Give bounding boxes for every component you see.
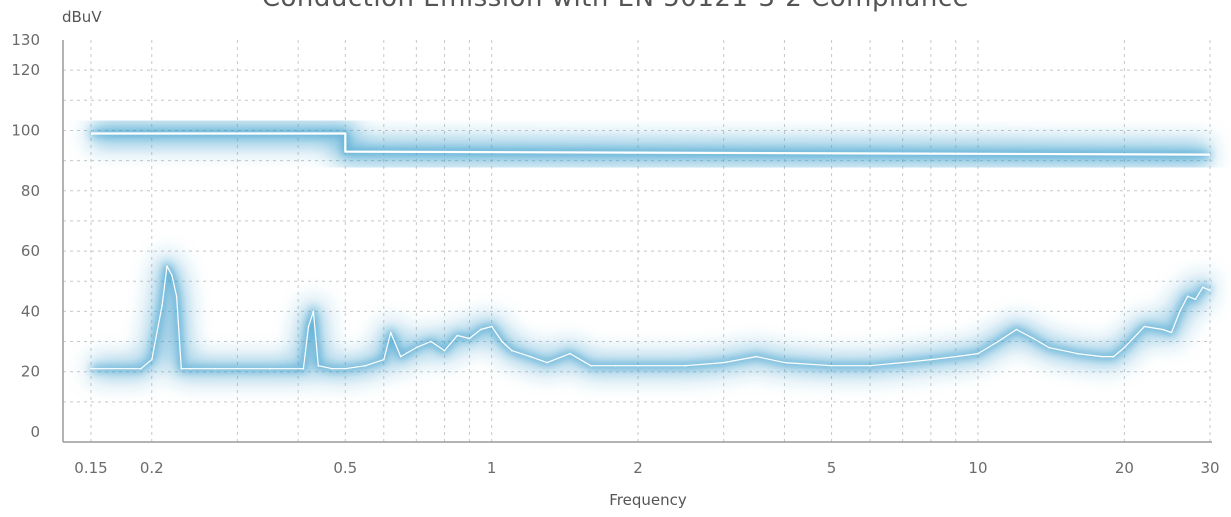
x-axis-label: Frequency	[609, 491, 687, 509]
measured-point	[997, 340, 999, 343]
measured-point	[383, 358, 385, 361]
measured-point	[1143, 325, 1146, 328]
limit-line	[91, 132, 1211, 156]
measured-point	[1112, 355, 1115, 358]
measured-point	[1123, 346, 1126, 349]
measured-point	[166, 265, 168, 268]
x-tick-label: 10	[968, 459, 987, 477]
measured-point	[954, 355, 957, 358]
measured-point	[490, 325, 493, 328]
x-tick-labels: 0.15 0.2 0.5 1 2 5 10 20 30	[74, 459, 1219, 477]
measured-point	[214, 367, 216, 370]
y-tick-label: 120	[11, 61, 40, 79]
measured-point	[151, 358, 153, 361]
measured-point	[90, 367, 92, 370]
measured-point	[529, 355, 531, 358]
measured-point	[443, 349, 446, 352]
measured-point	[331, 367, 334, 370]
measured-point	[312, 310, 315, 313]
y-tick-label: 100	[11, 121, 40, 139]
measured-point	[344, 367, 347, 370]
measured-point	[317, 364, 320, 367]
measured-point	[307, 325, 310, 328]
x-tick-label: 1	[487, 459, 497, 477]
measured-point	[180, 367, 183, 370]
measured-point	[830, 364, 833, 367]
y-axis-label: dBuV	[62, 8, 102, 26]
y-tick-label: 80	[21, 182, 40, 200]
measured-point	[1076, 352, 1078, 355]
measured-point	[189, 367, 192, 370]
measured-point	[1170, 331, 1173, 334]
measured-point	[1048, 346, 1050, 349]
y-tick-label: 60	[21, 242, 40, 260]
measured-point	[302, 367, 305, 370]
chart-title: Conduction Emission with EN 50121-3-2 Co…	[0, 0, 1231, 13]
measured-point	[430, 340, 432, 343]
x-tick-label: 0.2	[140, 459, 164, 477]
y-tick-label: 20	[21, 363, 40, 381]
measured-point	[930, 358, 932, 361]
measured-point	[615, 364, 617, 367]
measured-point	[175, 295, 178, 298]
measured-glow	[91, 255, 1215, 380]
axes	[62, 40, 1212, 443]
x-tick-label: 0.5	[333, 459, 357, 477]
series-glow	[91, 120, 1215, 380]
x-tick-label: 0.15	[74, 459, 107, 477]
measured-point	[171, 274, 173, 277]
measured-point	[1209, 289, 1211, 292]
measured-point	[269, 367, 271, 370]
measured-point	[590, 364, 592, 367]
measured-point	[480, 328, 482, 331]
measured-point	[415, 346, 418, 349]
y-tick-label: 0	[30, 423, 40, 441]
measured-point	[399, 355, 402, 358]
x-tick-label: 30	[1200, 459, 1219, 477]
measured-point	[722, 361, 725, 364]
grid-lines	[63, 40, 1212, 442]
measured-point	[1202, 286, 1204, 289]
measured-point	[140, 367, 142, 370]
measured-point	[1032, 337, 1035, 340]
measured-point	[389, 331, 392, 334]
measured-point	[1194, 298, 1197, 301]
measured-point	[468, 337, 471, 340]
measured-point	[456, 334, 459, 337]
series-lines	[90, 132, 1211, 370]
measured-point	[501, 340, 503, 343]
measured-point	[1162, 328, 1164, 331]
y-tick-label: 130	[11, 31, 40, 49]
x-tick-label: 5	[827, 459, 837, 477]
measured-point	[364, 364, 367, 367]
measured-point	[901, 361, 904, 364]
y-tick-label: 40	[21, 302, 40, 320]
x-tick-label: 20	[1115, 459, 1134, 477]
measured-point	[1179, 310, 1181, 313]
x-tick-label: 2	[633, 459, 643, 477]
measured-point	[637, 364, 639, 367]
measured-point	[869, 364, 871, 367]
measured-point	[236, 367, 239, 370]
measured-point	[1015, 328, 1018, 331]
measured-point	[684, 364, 686, 367]
measured-point	[977, 352, 979, 355]
measured-point	[546, 361, 548, 364]
measured-point	[755, 355, 758, 358]
measured-point	[1186, 295, 1189, 298]
measured-point	[783, 361, 786, 364]
measured-point	[569, 352, 571, 355]
measured-point	[161, 304, 163, 307]
y-tick-labels: 0 20 40 60 80 100 120 130	[11, 31, 40, 441]
measured-point	[1101, 355, 1103, 358]
measured-point	[511, 349, 513, 352]
